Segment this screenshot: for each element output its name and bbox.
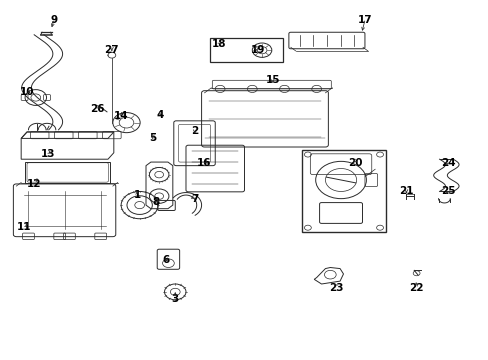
Text: 4: 4 <box>157 110 164 120</box>
Text: 11: 11 <box>17 222 31 232</box>
Text: 25: 25 <box>440 186 455 197</box>
Text: 27: 27 <box>104 45 119 55</box>
Text: 3: 3 <box>171 294 179 304</box>
Text: 8: 8 <box>152 197 159 207</box>
Text: 23: 23 <box>328 283 343 293</box>
Text: 5: 5 <box>149 133 156 143</box>
Text: 1: 1 <box>133 190 141 200</box>
Text: 26: 26 <box>90 104 104 114</box>
Text: 15: 15 <box>265 75 280 85</box>
Text: 12: 12 <box>26 179 41 189</box>
Text: 17: 17 <box>357 15 372 26</box>
Text: 9: 9 <box>51 15 58 26</box>
Bar <box>302 150 385 232</box>
Bar <box>25 162 110 183</box>
Text: 2: 2 <box>191 126 198 135</box>
Bar <box>210 39 282 62</box>
Text: 20: 20 <box>348 158 362 168</box>
Text: 18: 18 <box>211 40 226 49</box>
Text: 16: 16 <box>197 158 211 168</box>
Text: 22: 22 <box>408 283 423 293</box>
Text: 21: 21 <box>398 186 413 197</box>
Text: 14: 14 <box>114 111 129 121</box>
Text: 10: 10 <box>20 87 35 97</box>
Text: 13: 13 <box>41 149 56 159</box>
Text: 19: 19 <box>250 45 265 55</box>
Text: 6: 6 <box>162 255 169 265</box>
Text: 7: 7 <box>191 194 198 204</box>
Text: 24: 24 <box>440 158 455 168</box>
